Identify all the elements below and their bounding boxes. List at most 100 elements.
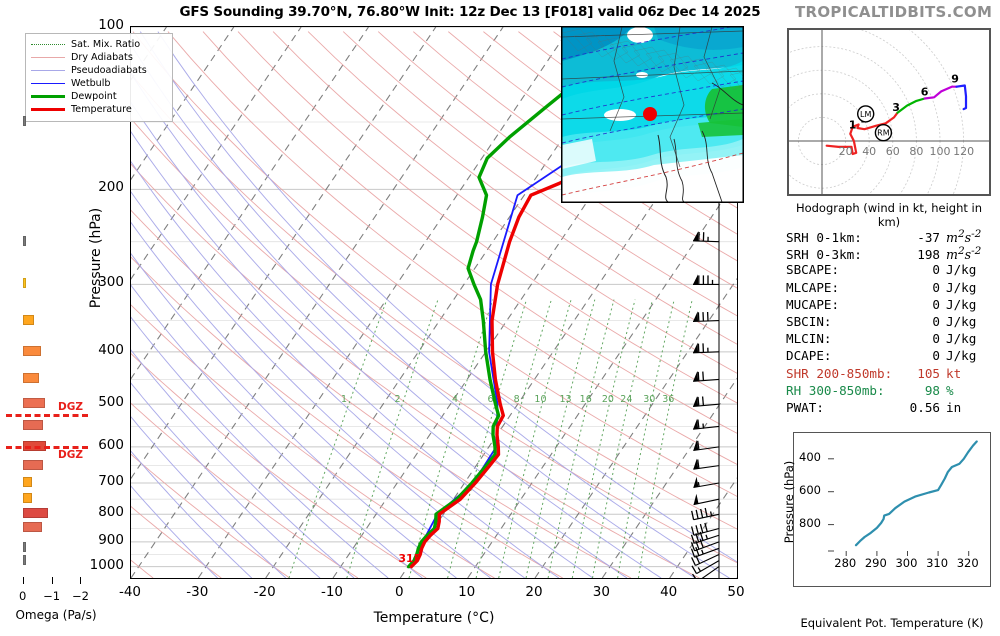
legend-swatch: [31, 44, 65, 45]
legend-label: Temperature: [71, 104, 132, 115]
omega-axis: Omega (Pa/s) 0 −1 −2: [0, 575, 112, 635]
hodograph-caption: Hodograph (wind in kt, height in km): [795, 201, 983, 229]
legend-label: Dewpoint: [71, 91, 117, 102]
legend-swatch: [31, 70, 65, 71]
hodograph-height-label: 6: [921, 86, 929, 99]
sounding-location-marker: [643, 107, 657, 121]
stat-value: 198: [917, 247, 940, 263]
pressure-tick: 500: [98, 394, 124, 411]
legend-item-pseudoadiabats: Pseudoadiabats: [31, 64, 167, 77]
stat-value: 0: [932, 331, 940, 347]
stat-unit: m2s-2: [946, 245, 982, 263]
temperature-tick: 30: [592, 584, 610, 600]
stat-value: 98: [924, 382, 940, 398]
omega-bar: [22, 493, 33, 504]
stat-value: 0: [932, 279, 940, 295]
theta-e-x-tick: 300: [895, 556, 918, 570]
mixing-ratio-label: 10: [534, 394, 547, 406]
dgz-label: DGZ: [58, 401, 83, 414]
theta-e-x-tick: 310: [926, 556, 949, 570]
stat-key: SHR 200-850mb:: [786, 365, 893, 381]
dgz-label: DGZ: [58, 448, 83, 461]
legend-item-dry-adiabats: Dry Adiabats: [31, 51, 167, 64]
hodograph-plot[interactable]: 12369LMRM20406080100120: [787, 28, 991, 196]
stat-row: MUCAPE: 0 J/kg: [786, 297, 1000, 314]
stat-key: MUCAPE:: [786, 296, 840, 312]
legend-label: Wetbulb: [71, 78, 111, 89]
stat-key: SRH 0-3km:: [786, 247, 862, 263]
theta-e-plot[interactable]: [793, 432, 991, 587]
theta-e-x-tick: 290: [864, 556, 887, 570]
omega-bar: [22, 522, 42, 533]
theta-e-x-axis-label: Equivalent Pot. Temperature (K): [800, 616, 984, 630]
theta-e-x-tick: 320: [956, 556, 979, 570]
pressure-tick: 300: [98, 274, 124, 291]
temperature-tick: 40: [660, 584, 678, 600]
mixing-ratio-label: 2: [394, 394, 401, 406]
mixing-ratio-label: 6: [487, 394, 494, 406]
theta-e-y-tick: 400: [799, 449, 821, 464]
temperature-tick: -30: [186, 584, 209, 600]
inset-map[interactable]: [561, 26, 744, 203]
stat-value: 0: [932, 296, 940, 312]
pressure-tick: 700: [98, 472, 124, 489]
omega-bar: [22, 345, 41, 356]
pressure-tick: 600: [98, 436, 124, 453]
omega-tick-mark: [22, 577, 24, 584]
mixing-ratio-label: 13: [559, 394, 572, 406]
omega-bar: [22, 459, 44, 470]
skewt-x-axis-label: Temperature (°C): [373, 610, 495, 626]
omega-bar: [22, 398, 46, 409]
temperature-tick: 0: [395, 584, 404, 600]
stat-value: 105: [917, 365, 940, 381]
hodograph-x-tick: 100: [930, 145, 951, 158]
temperature-tick: 10: [458, 584, 476, 600]
mixing-ratio-label: 8: [513, 394, 520, 406]
mixing-ratio-label: 4: [451, 394, 459, 406]
stat-key: DCAPE:: [786, 348, 832, 364]
dgz-line: [6, 445, 88, 449]
stat-row: RH 300-850mb: 98%: [786, 383, 1000, 400]
legend-swatch: [31, 83, 65, 84]
omega-bar: [22, 116, 27, 126]
omega-bar: [22, 508, 48, 519]
hodograph-x-tick: 60: [886, 145, 900, 158]
stat-row: DCAPE: 0 J/kg: [786, 348, 1000, 365]
stat-unit: m2s-2: [946, 228, 982, 246]
stat-value: 0: [932, 262, 940, 278]
legend-item-sat-mix-ratio: Sat. Mix. Ratio: [31, 38, 167, 51]
page-title: GFS Sounding 39.70°N, 76.80°W Init: 12z …: [179, 4, 761, 20]
sounding-stats-table: SRH 0-1km: -37 m2s-2 SRH 0-3km: 198 m2s-2 SBCA…: [786, 228, 1000, 417]
omega-tick-mark: [51, 577, 53, 584]
stat-unit: J/kg: [946, 279, 977, 295]
stat-unit: kt: [946, 365, 962, 381]
stat-key: PWAT:: [786, 399, 824, 415]
legend-label: Sat. Mix. Ratio: [71, 39, 141, 50]
hodograph-segment-6-9km: [923, 85, 958, 100]
temperature-tick: -10: [320, 584, 344, 600]
stat-unit: J/kg: [946, 296, 977, 312]
site-watermark: TROPICALTIDBITS.COM: [795, 3, 993, 21]
svg-text:LM: LM: [860, 110, 871, 119]
stat-unit: in: [946, 399, 962, 415]
omega-panel: DGZ DGZ: [0, 26, 112, 579]
pressure-tick: 200: [98, 179, 124, 196]
theta-e-x-tick: 280: [834, 556, 857, 570]
hodograph-x-tick: 80: [909, 145, 923, 158]
hodograph-x-tick: 20: [839, 145, 853, 158]
pressure-tick: 400: [98, 341, 124, 358]
stat-key: RH 300-850mb:: [786, 382, 885, 398]
mixing-ratio-label: 24: [620, 394, 633, 406]
legend-label: Pseudoadiabats: [71, 65, 147, 76]
omega-bar: [22, 554, 26, 565]
svg-text:RM: RM: [877, 129, 890, 138]
stat-key: MLCIN:: [786, 331, 832, 347]
stat-key: SBCIN:: [786, 313, 832, 329]
stat-row: MLCAPE: 0 J/kg: [786, 280, 1000, 297]
omega-bar: [22, 278, 26, 289]
legend-label: Dry Adiabats: [71, 52, 133, 63]
omega-bar: [22, 542, 26, 553]
legend-swatch: [31, 57, 65, 58]
theta-e-y-tick: 600: [799, 482, 821, 497]
omega-bar: [22, 420, 43, 431]
